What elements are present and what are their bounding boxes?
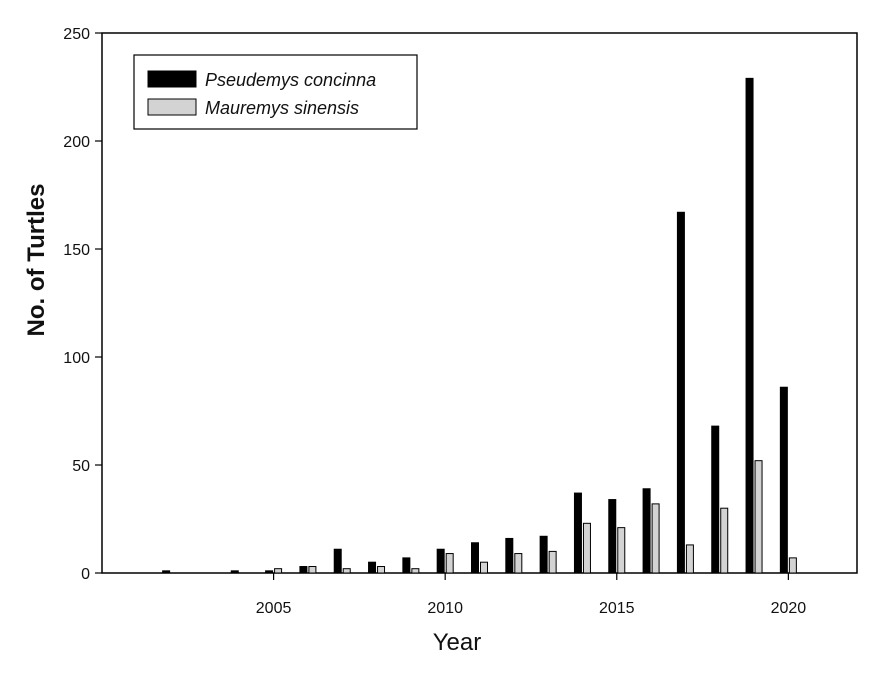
bar-mauremys-2013 xyxy=(548,550,557,574)
y-tick-label-100: 100 xyxy=(63,350,90,367)
bar-pseudemys-2007 xyxy=(333,548,342,574)
y-tick-label-150: 150 xyxy=(63,242,90,259)
plot-frame xyxy=(101,32,858,574)
bar-pseudemys-2014 xyxy=(573,492,582,574)
bar-mauremys-2010 xyxy=(445,553,454,574)
bar-pseudemys-2019 xyxy=(745,77,754,574)
bar-mauremys-2007 xyxy=(342,568,351,574)
x-tick-label-2020: 2020 xyxy=(771,600,807,617)
bar-pseudemys-2004 xyxy=(230,570,239,574)
bar-pseudemys-2016 xyxy=(642,488,651,574)
bar-mauremys-2005 xyxy=(274,568,283,574)
bar-pseudemys-2018 xyxy=(711,425,720,574)
bar-mauremys-2014 xyxy=(582,522,591,574)
legend-label-pseudemys: Pseudemys concinna xyxy=(205,70,376,90)
bar-pseudemys-2015 xyxy=(608,499,617,574)
y-tick-label-50: 50 xyxy=(72,458,90,475)
bar-mauremys-2006 xyxy=(308,566,317,574)
bars-layer xyxy=(162,77,797,574)
legend-swatch-pseudemys xyxy=(147,70,197,88)
legend-swatch-mauremys xyxy=(147,98,197,116)
bar-pseudemys-2011 xyxy=(471,542,479,574)
bar-mauremys-2016 xyxy=(651,503,660,574)
bar-pseudemys-2020 xyxy=(779,386,788,574)
bar-pseudemys-2006 xyxy=(299,566,308,574)
bar-pseudemys-2017 xyxy=(676,211,685,574)
bar-mauremys-2009 xyxy=(411,568,420,574)
bar-pseudemys-2008 xyxy=(368,561,377,574)
bar-pseudemys-2012 xyxy=(505,537,514,574)
x-axis-title: Year xyxy=(433,629,482,656)
bar-mauremys-2011 xyxy=(480,561,488,574)
bar-pseudemys-2009 xyxy=(402,557,411,574)
bar-mauremys-2015 xyxy=(617,527,626,574)
bar-mauremys-2012 xyxy=(514,553,523,574)
y-tick-label-250: 250 xyxy=(63,26,90,43)
bar-pseudemys-2013 xyxy=(539,535,548,574)
y-tick-label-200: 200 xyxy=(63,134,90,151)
legend-label-mauremys: Mauremys sinensis xyxy=(205,98,359,118)
y-axis-title: No. of Turtles xyxy=(23,184,50,337)
x-tick-label-2015: 2015 xyxy=(599,600,635,617)
x-tick-label-2005: 2005 xyxy=(256,600,292,617)
legend: Pseudemys concinna Mauremys sinensis xyxy=(133,54,418,130)
legend-box xyxy=(133,54,418,130)
bar-mauremys-2008 xyxy=(377,566,386,574)
bar-pseudemys-2002 xyxy=(162,570,171,574)
y-tick-label-0: 0 xyxy=(81,566,90,583)
bar-mauremys-2018 xyxy=(720,507,729,574)
bar-mauremys-2019 xyxy=(754,460,763,574)
x-tick-label-2010: 2010 xyxy=(427,600,463,617)
bar-pseudemys-2005 xyxy=(265,570,274,574)
ticks-layer: 0 50 100 150 200 250 2005 2010 2015 2020 xyxy=(63,26,806,617)
bar-pseudemys-2010 xyxy=(436,548,445,574)
bar-mauremys-2017 xyxy=(685,544,694,574)
bar-mauremys-2020 xyxy=(788,557,797,574)
